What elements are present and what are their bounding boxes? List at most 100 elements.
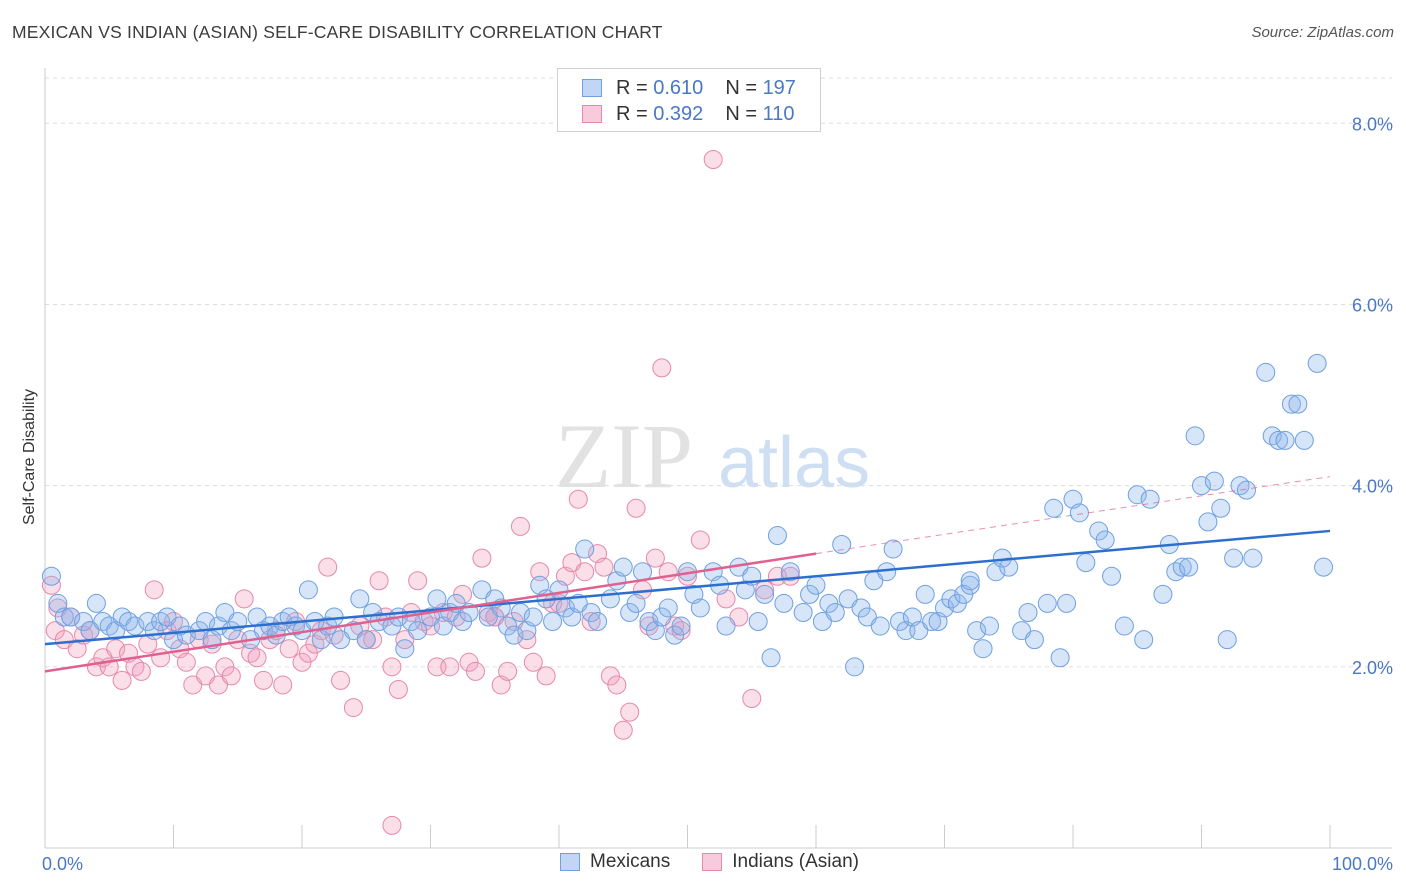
point-mexicans <box>1211 498 1231 518</box>
legend-row-mexicans: R = 0.610 N = 197 <box>582 76 796 100</box>
point-mexicans <box>755 584 775 604</box>
point-mexicans <box>1236 480 1256 500</box>
series-legend: Mexicans Indians (Asian) <box>560 851 891 873</box>
point-mexicans <box>838 589 858 609</box>
point-mexicans <box>883 539 903 559</box>
point-indians <box>607 675 627 695</box>
trend-line-indians-extension <box>815 476 1331 555</box>
point-mexicans <box>915 584 935 604</box>
point-indians <box>703 150 723 170</box>
point-indians <box>568 489 588 509</box>
point-indians <box>465 661 485 681</box>
point-mexicans <box>350 589 370 609</box>
point-mexicans <box>1114 616 1134 636</box>
correlation-legend: R = 0.610 N = 197 R = 0.392 N = 110 <box>557 68 821 132</box>
axes <box>44 68 1392 849</box>
point-mexicans <box>588 612 608 632</box>
trend-lines <box>44 476 1331 673</box>
point-indians <box>382 815 402 835</box>
point-indians <box>131 661 151 681</box>
point-indians <box>690 530 710 550</box>
point-mexicans <box>395 639 415 659</box>
legend-swatch-indians <box>702 853 723 871</box>
chart-title: MEXICAN VS INDIAN (ASIAN) SELF-CARE DISA… <box>12 22 663 42</box>
point-indians <box>363 630 383 650</box>
point-mexicans <box>408 621 428 641</box>
legend-n-value: 197 <box>762 76 796 99</box>
point-mexicans <box>845 657 865 677</box>
point-mexicans <box>215 602 235 622</box>
legend-swatch-mexicans <box>560 853 580 871</box>
point-indians <box>620 702 640 722</box>
point-mexicans <box>549 580 569 600</box>
point-indians <box>388 679 408 699</box>
point-indians <box>144 580 164 600</box>
legend-r-label: R = <box>616 76 648 99</box>
legend-item-indians[interactable]: Indians (Asian) <box>702 851 859 873</box>
point-mexicans <box>748 612 768 632</box>
point-mexicans <box>909 621 929 641</box>
point-mexicans <box>1243 548 1263 568</box>
y-axis-label: Self-Care Disability <box>21 389 38 525</box>
legend-label-mexicans: Mexicans <box>590 851 671 872</box>
point-mexicans <box>1185 426 1205 446</box>
mexicans-points <box>41 353 1334 677</box>
legend-r-value: 0.610 <box>653 76 704 99</box>
point-mexicans <box>960 571 980 591</box>
point-mexicans <box>1050 648 1070 668</box>
point-mexicans <box>1037 593 1057 613</box>
indians-points <box>41 150 800 835</box>
point-mexicans <box>1044 498 1064 518</box>
point-indians <box>273 675 293 695</box>
point-mexicans <box>331 630 351 650</box>
point-mexicans <box>41 566 61 586</box>
point-mexicans <box>1192 476 1211 496</box>
point-indians <box>382 657 402 677</box>
legend-label-indians: Indians (Asian) <box>732 851 859 872</box>
point-mexicans <box>1294 430 1314 450</box>
point-mexicans <box>86 593 106 613</box>
point-mexicans <box>658 598 678 618</box>
point-mexicans <box>960 575 980 595</box>
point-indians <box>613 720 633 740</box>
point-indians <box>112 670 132 690</box>
y-tick-label: 2.0% <box>1352 658 1393 678</box>
point-mexicans <box>356 630 376 650</box>
legend-row-indians: R = 0.392 N = 110 <box>582 102 794 126</box>
point-indians <box>510 516 530 536</box>
point-mexicans <box>825 602 845 622</box>
point-mexicans <box>1204 471 1224 491</box>
point-mexicans <box>1217 630 1237 650</box>
point-indians <box>594 557 614 577</box>
point-indians <box>472 548 492 568</box>
point-indians <box>279 639 299 659</box>
point-mexicans <box>1198 512 1218 532</box>
point-mexicans <box>298 580 318 600</box>
point-mexicans <box>832 535 852 555</box>
trend-line-indians <box>44 552 817 673</box>
point-indians <box>440 657 460 677</box>
point-indians <box>536 666 556 686</box>
point-mexicans <box>1057 593 1077 613</box>
point-mexicans <box>1102 566 1122 586</box>
point-mexicans <box>504 625 524 645</box>
point-mexicans <box>774 593 794 613</box>
point-mexicans <box>1012 621 1032 641</box>
point-mexicans <box>1172 557 1192 577</box>
point-mexicans <box>1127 485 1147 505</box>
legend-swatch-mexicans <box>582 79 602 97</box>
point-indians <box>742 689 762 709</box>
point-indians <box>234 589 254 609</box>
point-indians <box>247 648 267 668</box>
point-mexicans <box>793 602 813 622</box>
point-mexicans <box>1134 630 1154 650</box>
point-mexicans <box>780 562 800 582</box>
point-indians <box>369 571 389 591</box>
point-mexicans <box>716 616 736 636</box>
point-mexicans <box>967 621 987 641</box>
watermark: ZIP atlas <box>555 405 870 507</box>
point-mexicans <box>1275 430 1295 450</box>
x-tick-label: 100.0% <box>1332 854 1393 874</box>
legend-item-mexicans[interactable]: Mexicans <box>560 851 670 873</box>
